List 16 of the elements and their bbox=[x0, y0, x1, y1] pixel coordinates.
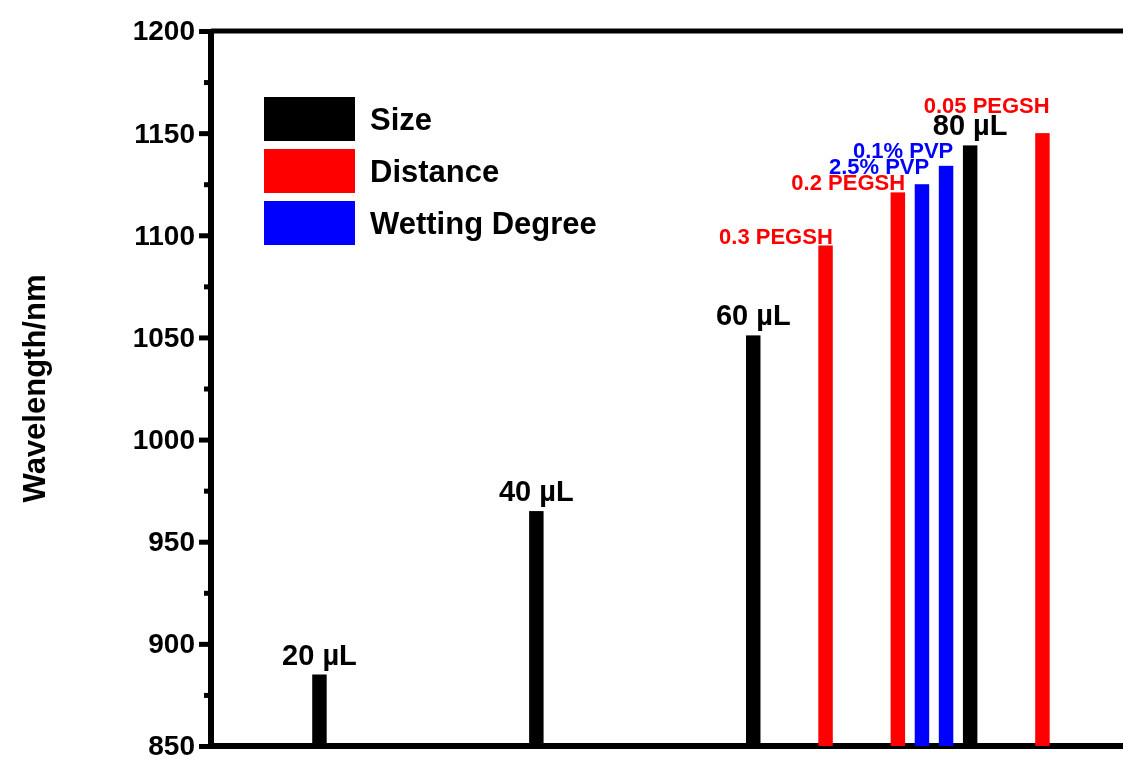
y-tick-label: 1050 bbox=[132, 321, 195, 353]
legend-label: Size bbox=[370, 102, 433, 137]
y-tick-label: 1000 bbox=[132, 424, 195, 456]
y-axis-title: Wavelength/nm bbox=[17, 274, 52, 503]
y-tick-label: 900 bbox=[148, 628, 195, 660]
legend-label: Distance bbox=[370, 154, 500, 189]
y-tick-label: 1150 bbox=[134, 117, 195, 149]
annotation: 40 µL bbox=[498, 475, 574, 508]
y-tick-label: 1100 bbox=[134, 219, 195, 251]
legend-label: Wetting Degree bbox=[370, 206, 597, 241]
annotation: 60 µL bbox=[715, 299, 791, 332]
y-tick-label: 950 bbox=[148, 526, 195, 558]
y-tick-label: 1200 bbox=[132, 15, 195, 47]
annotation: 20 µL bbox=[282, 638, 357, 671]
annotation: 0.3 PEGSH bbox=[719, 223, 833, 249]
y-tick-label: 850 bbox=[148, 730, 195, 759]
